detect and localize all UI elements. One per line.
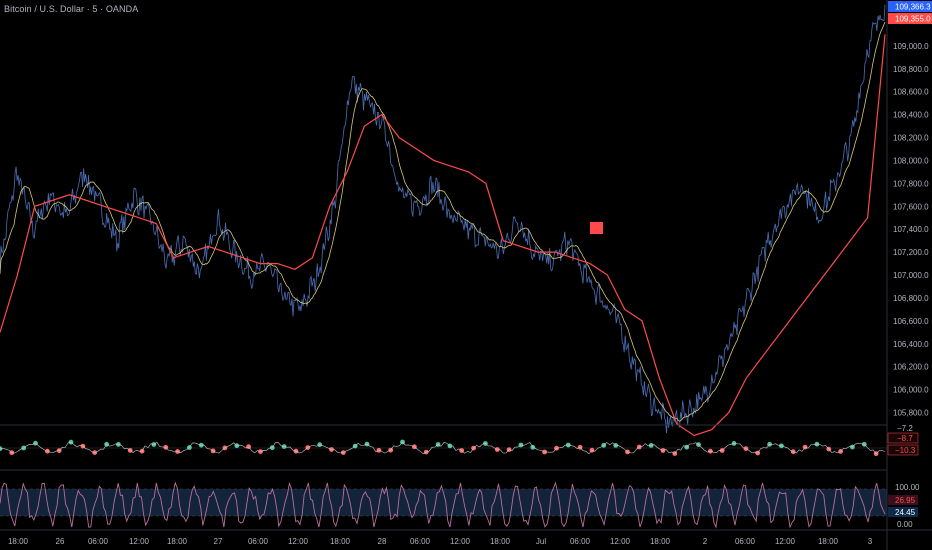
price-axis-label: 107,400.0 (893, 225, 929, 234)
macd-axis[interactable]: −7.2 −8.7 −10.3 (887, 424, 919, 456)
stoch-upper-label: 100.00 (895, 483, 920, 492)
price-axis-label: 106,600.0 (893, 317, 929, 326)
time-axis-label: 18:00 (818, 537, 839, 546)
price-axis-label: 107,000.0 (893, 271, 929, 280)
time-axis-label: 3 (868, 537, 873, 546)
ma-fast-line (0, 21, 886, 422)
time-axis-label: 12:00 (775, 537, 796, 546)
stoch-lower-label: 0.00 (897, 520, 913, 529)
macd-mid-label: −8.7 (897, 434, 913, 443)
time-axis-label: 18:00 (167, 537, 188, 546)
time-axis-label: 12:00 (610, 537, 631, 546)
stoch-d-label: 24.45 (895, 508, 916, 517)
macd-low-label: −10.3 (895, 446, 916, 455)
stoch-axis[interactable]: 100.00 26.95 24.45 0.00 (888, 483, 920, 529)
time-axis-label: 12:00 (129, 537, 150, 546)
time-axis-label: 18:00 (330, 537, 351, 546)
macd-series-group (0, 439, 886, 457)
time-axis-label: 18:00 (490, 537, 511, 546)
time-axis[interactable]: 18:00 26 06:00 12:00 18:00 27 06:00 12:00 18:00 2… (8, 537, 873, 546)
time-axis-label: 26 (56, 537, 65, 546)
signal-marker (590, 222, 603, 234)
chart-title: Bitcoin / U.S. Dollar · 5 · OANDA (4, 4, 139, 14)
time-axis-label: 06:00 (88, 537, 109, 546)
price-axis-label: 108,800.0 (893, 65, 929, 74)
time-axis-label: 06:00 (735, 537, 756, 546)
price-series-group (0, 4, 886, 434)
time-axis-label: Jul (536, 537, 546, 546)
price-axis-label: 108,000.0 (893, 156, 929, 165)
price-axis-label: 107,800.0 (893, 179, 929, 188)
macd-low-tag (887, 444, 919, 456)
secondary-price-tag (888, 13, 932, 24)
price-axis-label: 108,200.0 (893, 134, 929, 143)
macd-mid-tag (887, 432, 919, 444)
price-axis-label: 108,400.0 (893, 111, 929, 120)
ma-red-line (0, 34, 886, 437)
time-axis-label: 06:00 (410, 537, 431, 546)
price-axis[interactable]: 109,000.0 108,800.0 108,600.0 108,400.0 108,… (888, 1, 932, 418)
time-axis-label: 18:00 (650, 537, 671, 546)
price-line (0, 4, 886, 434)
ma-fast-group (0, 21, 886, 422)
price-axis-label: 107,600.0 (893, 202, 929, 211)
price-axis-label: 106,000.0 (893, 386, 929, 395)
price-axis-label: 106,200.0 (893, 363, 929, 372)
stoch-d-tag (888, 507, 918, 517)
time-axis-label: 18:00 (8, 537, 29, 546)
price-axis-label: 109,000.0 (893, 42, 929, 51)
secondary-price-label: 109,355.0 (895, 15, 931, 24)
ma-red-group (0, 34, 886, 437)
price-axis-label: 108,600.0 (893, 88, 929, 97)
time-axis-label: 2 (703, 537, 708, 546)
macd-top-label: −7.2 (897, 424, 913, 433)
time-axis-label: 06:00 (248, 537, 269, 546)
macd-line (0, 441, 886, 455)
time-axis-label: 28 (378, 537, 387, 546)
price-axis-label: 106,400.0 (893, 340, 929, 349)
time-axis-label: 06:00 (570, 537, 591, 546)
time-axis-label: 12:00 (288, 537, 309, 546)
macd-pane (0, 439, 887, 457)
price-axis-label: 106,800.0 (893, 294, 929, 303)
time-axis-label: 27 (214, 537, 223, 546)
stoch-pane (0, 481, 887, 529)
price-axis-label: 105,800.0 (893, 409, 929, 418)
price-axis-label: 107,200.0 (893, 248, 929, 257)
time-axis-label: 12:00 (450, 537, 471, 546)
stoch-series-group (0, 481, 886, 529)
stoch-k-label: 26.95 (895, 496, 916, 505)
current-price-label: 109,366.3 (895, 3, 931, 12)
stoch-line (0, 481, 886, 529)
current-price-tag (888, 1, 932, 12)
stoch-k-tag (888, 495, 918, 505)
price-pane[interactable] (0, 4, 886, 437)
